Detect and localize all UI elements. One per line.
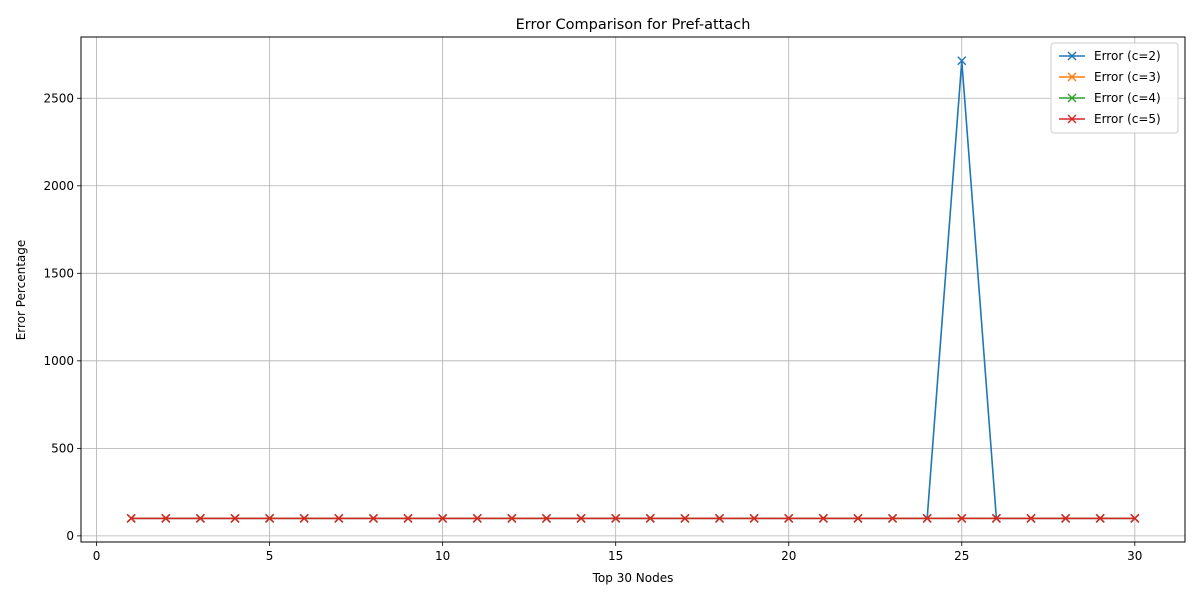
- y-axis-label: Error Percentage: [14, 240, 28, 341]
- legend-marker: [1067, 51, 1077, 61]
- legend-item: Error (c=2): [1059, 49, 1161, 63]
- data-point-marker: [715, 513, 725, 523]
- legend-label: Error (c=5): [1094, 112, 1161, 126]
- x-tick-label: 10: [435, 549, 450, 563]
- data-point-marker: [507, 513, 517, 523]
- data-point-marker: [299, 513, 309, 523]
- y-tick-label: 2000: [43, 179, 74, 193]
- legend-label: Error (c=3): [1094, 70, 1161, 84]
- series-layer: [126, 56, 1140, 523]
- chart-title: Error Comparison for Pref-attach: [516, 17, 751, 33]
- data-point-marker: [957, 56, 967, 66]
- legend: Error (c=2) Error (c=3) Error (c=4) Error (…: [1050, 42, 1179, 134]
- data-point-marker: [749, 513, 759, 523]
- data-point-marker: [1026, 513, 1036, 523]
- legend-label: Error (c=2): [1094, 49, 1161, 63]
- y-tick-label: 1000: [43, 354, 74, 368]
- y-tick-label: 1500: [43, 266, 74, 280]
- data-point-marker: [991, 513, 1001, 523]
- legend-box: [1050, 42, 1179, 134]
- x-tick-label: 20: [781, 549, 796, 563]
- data-point-marker: [853, 513, 863, 523]
- y-tick-label: 2500: [43, 91, 74, 105]
- data-point-marker: [161, 513, 171, 523]
- series-4: [126, 513, 1140, 523]
- data-point-marker: [818, 513, 828, 523]
- legend-item: Error (c=4): [1059, 91, 1161, 105]
- data-point-marker: [784, 513, 794, 523]
- legend-marker: [1067, 72, 1077, 82]
- x-tick-label: 30: [1127, 549, 1142, 563]
- data-point-marker: [438, 513, 448, 523]
- data-point-marker: [195, 513, 205, 523]
- data-point-marker: [541, 513, 551, 523]
- x-tick-label: 0: [93, 549, 101, 563]
- y-tick-label: 0: [66, 529, 74, 543]
- data-point-marker: [957, 513, 967, 523]
- data-point-marker: [230, 513, 240, 523]
- data-point-marker: [611, 513, 621, 523]
- y-tick-label: 500: [51, 441, 74, 455]
- x-tick-label: 25: [954, 549, 969, 563]
- data-point-marker: [922, 513, 932, 523]
- data-point-marker: [1130, 513, 1140, 523]
- data-point-marker: [576, 513, 586, 523]
- legend-item: Error (c=5): [1059, 112, 1161, 126]
- data-point-marker: [334, 513, 344, 523]
- data-point-marker: [265, 513, 275, 523]
- legend-item: Error (c=3): [1059, 70, 1161, 84]
- x-axis: 0 5 10 15 20 25 30: [93, 542, 1142, 563]
- data-point-marker: [680, 513, 690, 523]
- plot-frame: [80, 36, 1186, 543]
- legend-marker: [1067, 93, 1077, 103]
- data-point-marker: [368, 513, 378, 523]
- x-tick-label: 5: [266, 549, 274, 563]
- data-point-marker: [888, 513, 898, 523]
- legend-marker: [1067, 114, 1077, 124]
- legend-label: Error (c=4): [1094, 91, 1161, 105]
- x-axis-label: Top 30 Nodes: [592, 571, 674, 585]
- data-point-marker: [126, 513, 136, 523]
- x-tick-label: 15: [608, 549, 623, 563]
- data-point-marker: [645, 513, 655, 523]
- data-point-marker: [1095, 513, 1105, 523]
- data-point-marker: [403, 513, 413, 523]
- y-axis: 0 500 1000 1500 2000 2500: [43, 91, 81, 543]
- data-point-marker: [1061, 513, 1071, 523]
- grid: [81, 37, 1185, 542]
- data-point-marker: [472, 513, 482, 523]
